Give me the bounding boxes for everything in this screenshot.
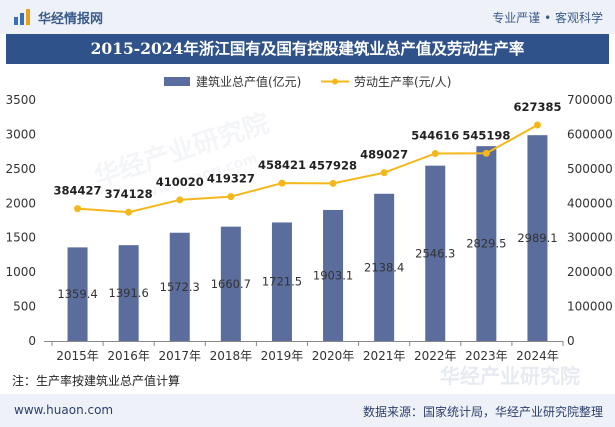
x-tick-label: 2015年	[56, 349, 99, 363]
line-point	[74, 205, 82, 213]
line-point	[227, 193, 235, 201]
line-value-label: 458421	[258, 158, 306, 172]
bar	[323, 209, 344, 341]
line-series	[77, 124, 538, 214]
bar-value-label: 2546.3	[415, 246, 455, 260]
y-right-tick-label: 200000	[567, 265, 613, 279]
bar-value-label: 2829.5	[466, 237, 506, 251]
y-left-tick-label: 0	[28, 334, 36, 348]
brand-name[interactable]: 华经情报网	[38, 12, 104, 27]
y-right-tick-label: 100000	[567, 300, 613, 314]
line-point	[431, 149, 439, 157]
y-left-tick-label: 2000	[5, 196, 36, 210]
line-value-label: 410020	[156, 175, 204, 189]
x-tick-label: 2020年	[312, 349, 355, 363]
y-right-tick-label: 0	[567, 334, 575, 348]
bar	[374, 193, 395, 341]
line-point	[125, 208, 133, 216]
y-left-tick-label: 3500	[5, 93, 36, 107]
x-tick-label: 2024年	[516, 349, 559, 363]
line-point	[329, 179, 337, 187]
y-right-tick-label: 700000	[567, 93, 613, 107]
brand-motto: 专业严谨 • 客观科学	[492, 11, 603, 25]
y-left-tick-label: 1500	[5, 231, 36, 245]
line-value-label: 384427	[54, 184, 102, 198]
chart-title: 2015-2024年浙江国有及国有控股建筑业总产值及劳动生产率	[6, 34, 609, 64]
line-value-label: 489027	[360, 148, 408, 162]
legend-line-label: 劳动生产率(元/人)	[354, 74, 451, 89]
data-source: 数据来源：国家统计局，华经产业研究院整理	[362, 405, 603, 419]
line-value-label: 545198	[462, 128, 510, 142]
bar-value-label: 2989.1	[517, 231, 557, 245]
bar	[67, 247, 88, 341]
x-tick-label: 2021年	[363, 349, 406, 363]
footer-bar: www.huaon.com 数据来源：国家统计局，华经产业研究院整理	[0, 394, 615, 427]
y-right-tick-label: 300000	[567, 231, 613, 245]
bar-value-label: 1359.4	[57, 287, 97, 301]
line-point	[176, 196, 184, 204]
chart-note: 注：生产率按建筑业总产值计算	[12, 374, 181, 388]
bar	[527, 135, 548, 341]
line-point	[278, 179, 286, 187]
x-tick-label: 2018年	[210, 349, 253, 363]
bar-value-label: 1572.3	[160, 280, 200, 294]
x-tick-label: 2023年	[465, 349, 508, 363]
line-value-label: 374128	[105, 187, 153, 201]
top-bar: 华经情报网 专业严谨 • 客观科学	[0, 0, 615, 34]
x-tick-label: 2019年	[261, 349, 304, 363]
bar-value-label: 1903.1	[313, 268, 353, 282]
chart-canvas: 建筑业总产值(亿元) 劳动生产率(元/人) 0 500 1000 1500 2000 2500…	[5, 74, 613, 363]
brand-logo-icon	[14, 9, 30, 25]
bar	[220, 226, 241, 341]
site-link[interactable]: www.huaon.com	[14, 403, 114, 417]
y-right-tick-label: 400000	[567, 196, 613, 210]
watermark-text: 华经产业研究院	[440, 364, 580, 388]
legend-bar-label: 建筑业总产值(亿元)	[196, 74, 301, 89]
bar	[425, 165, 446, 341]
y-left-tick-label: 1000	[5, 265, 36, 279]
y-right-tick-label: 500000	[567, 162, 613, 176]
line-value-label: 419327	[207, 172, 255, 186]
bar-value-label: 2138.4	[364, 260, 404, 274]
legend-line-marker	[332, 78, 338, 85]
bar-value-label: 1721.5	[262, 275, 302, 289]
bar-value-label: 1660.7	[211, 277, 251, 291]
line-point	[533, 121, 541, 129]
line-point	[380, 169, 388, 177]
line-value-label: 544616	[411, 128, 459, 142]
bar	[271, 222, 292, 341]
y-right-tick-label: 600000	[567, 127, 613, 141]
legend-bar-swatch	[164, 77, 190, 86]
bar	[118, 245, 139, 341]
bar-value-label: 1391.6	[109, 286, 149, 300]
x-tick-label: 2022年	[414, 349, 457, 363]
line-value-label: 627385	[513, 100, 561, 114]
x-tick-label: 2016年	[107, 349, 150, 363]
y-left-tick-label: 2500	[5, 162, 36, 176]
bar	[476, 146, 497, 341]
x-tick-label: 2017年	[158, 349, 201, 363]
y-left-tick-label: 500	[13, 300, 36, 314]
line-point	[482, 149, 490, 157]
y-left-tick-label: 3000	[5, 127, 36, 141]
bar	[169, 232, 190, 341]
line-value-label: 457928	[309, 158, 357, 172]
